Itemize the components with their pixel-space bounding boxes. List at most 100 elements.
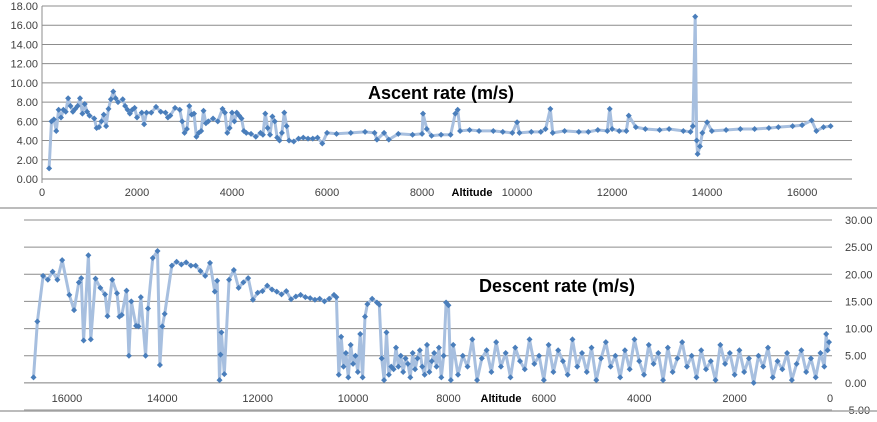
descent-data-point	[357, 331, 364, 337]
ascent-y-tick-label: 12.00	[10, 59, 38, 71]
descent-data-point	[283, 288, 290, 295]
descent-data-point	[474, 377, 481, 384]
ascent-data-point	[813, 127, 820, 134]
ascent-data-point	[91, 115, 98, 122]
descent-data-point	[345, 374, 352, 381]
ascent-data-point	[542, 126, 549, 133]
descent-data-point	[264, 282, 271, 289]
ascent-data-point	[737, 126, 744, 133]
descent-data-point	[445, 302, 452, 309]
descent-data-point	[178, 261, 185, 268]
descent-data-point	[395, 363, 402, 370]
ascent-data-point	[528, 128, 535, 135]
descent-data-point	[54, 276, 61, 283]
ascent-data-point	[221, 109, 228, 116]
descent-data-point	[588, 344, 595, 351]
descent-data-point	[66, 291, 73, 298]
descent-data-point	[128, 298, 135, 305]
descent-data-point	[712, 377, 719, 384]
descent-data-point	[745, 355, 752, 362]
descent-data-point	[59, 257, 66, 264]
ascent-data-point	[466, 126, 473, 133]
descent-data-point	[631, 336, 638, 343]
ascent-data-point	[799, 122, 806, 129]
ascent-data-point	[98, 118, 105, 125]
descent-data-point	[455, 371, 461, 378]
ascent-y-tick-label: 10.00	[10, 78, 38, 90]
ascent-data-point	[252, 133, 259, 140]
ascent-y-tick-label: 14.00	[10, 39, 38, 51]
descent-data-point	[321, 298, 328, 305]
ascent-data-point	[131, 104, 138, 111]
descent-data-point	[145, 305, 151, 312]
descent-data-point	[235, 284, 242, 291]
ascent-data-point	[115, 99, 122, 106]
descent-data-point	[722, 360, 729, 367]
ascent-data-point	[84, 108, 91, 115]
descent-data-point	[526, 336, 533, 343]
descent-data-point	[197, 268, 204, 275]
descent-data-point	[245, 275, 252, 282]
ascent-y-tick-label: 2.00	[17, 155, 38, 167]
ascent-data-point	[276, 137, 283, 144]
ascent-data-point	[585, 128, 592, 135]
descent-data-point	[483, 347, 490, 354]
descent-x-tick-label: 12000	[242, 393, 273, 405]
ascent-data-point	[452, 110, 459, 117]
descent-data-point	[674, 355, 681, 362]
descent-data-point	[156, 361, 163, 368]
ascent-data-point	[157, 108, 164, 115]
ascent-data-point	[751, 126, 758, 133]
descent-data-point	[302, 294, 309, 301]
descent-data-point	[769, 374, 776, 381]
descent-data-point	[421, 371, 428, 378]
descent-data-point	[364, 301, 371, 308]
descent-data-point	[583, 369, 590, 375]
ascent-data-point	[616, 127, 623, 134]
ascent-data-point	[264, 125, 271, 132]
descent-data-point	[717, 341, 724, 348]
ascent-data-point	[238, 115, 245, 122]
descent-data-point	[593, 377, 600, 384]
ascent-data-point	[324, 129, 331, 136]
descent-data-point	[350, 360, 357, 367]
descent-data-point	[703, 366, 709, 373]
ascent-data-point	[696, 143, 703, 150]
ascent-data-point	[229, 109, 236, 116]
descent-data-point	[821, 363, 828, 370]
descent-y-tick-label: 15.00	[845, 296, 873, 308]
descent-data-point	[381, 377, 388, 384]
ascent-data-point	[283, 123, 290, 130]
descent-data-point	[469, 336, 476, 343]
descent-data-point	[459, 352, 466, 359]
descent-data-point	[168, 262, 175, 269]
descent-data-point	[416, 347, 423, 354]
ascent-data-point	[243, 129, 250, 136]
descent-data-point	[135, 323, 142, 330]
descent-data-point	[655, 350, 662, 356]
ascent-x-tick-label: 16000	[787, 187, 818, 199]
descent-data-point	[741, 369, 748, 375]
descent-data-point	[383, 329, 390, 336]
ascent-data-point	[604, 127, 611, 134]
descent-data-point	[347, 341, 354, 348]
ascent-data-point	[200, 107, 207, 114]
descent-data-point	[440, 352, 447, 359]
ascent-data-point	[124, 106, 131, 113]
ascent-data-point	[699, 129, 706, 136]
ascent-data-point	[103, 123, 110, 130]
ascent-data-point	[428, 132, 435, 139]
descent-data-point	[424, 341, 430, 348]
descent-data-point	[464, 363, 471, 370]
descent-y-tick-label: 0.00	[845, 378, 866, 390]
ascent-data-point	[693, 137, 700, 144]
descent-data-point	[402, 355, 409, 362]
descent-chart-title: Descent rate (m/s)	[479, 276, 635, 296]
descent-data-point	[92, 275, 99, 282]
descent-data-point	[428, 358, 435, 365]
descent-data-point	[824, 347, 831, 354]
descent-data-point	[217, 351, 224, 358]
descent-data-point	[788, 377, 795, 384]
